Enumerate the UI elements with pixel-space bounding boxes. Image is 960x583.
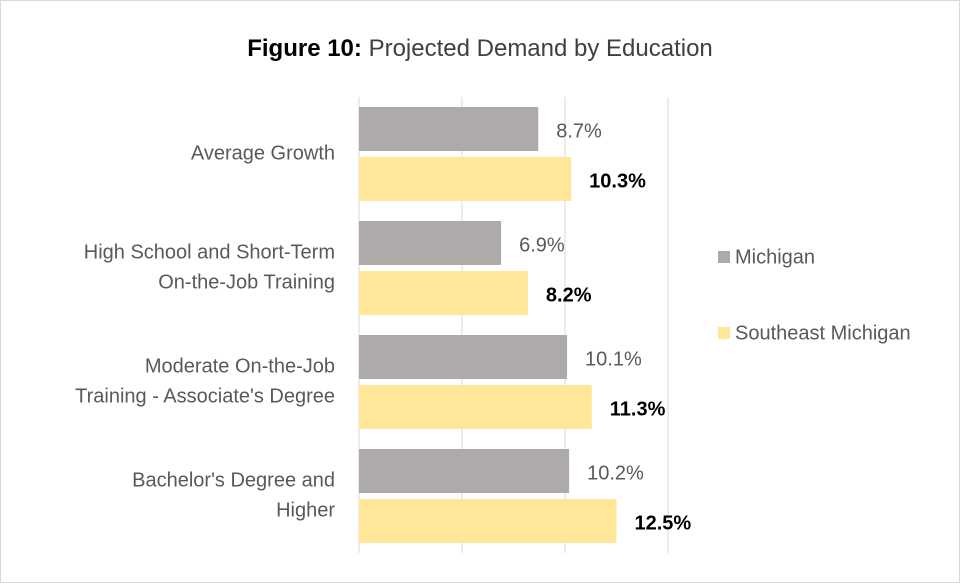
legend-label: Southeast Michigan <box>735 322 911 344</box>
y-tick-label: Higher <box>276 499 335 521</box>
data-label: 8.2% <box>546 284 592 306</box>
bar <box>359 449 570 493</box>
data-label: 11.3% <box>610 398 666 420</box>
figure-label: Figure 10: <box>247 35 362 62</box>
bar <box>359 107 539 151</box>
legend-swatch <box>718 251 730 263</box>
bar <box>359 157 572 201</box>
title-text: Projected Demand by Education <box>369 35 713 62</box>
data-label: 10.2% <box>587 462 644 484</box>
data-label: 12.5% <box>635 512 692 534</box>
data-label: 10.1% <box>585 348 642 370</box>
legend-label: Michigan <box>735 246 815 268</box>
y-tick-label: Moderate On-the-Job <box>145 355 335 377</box>
y-tick-label: On-the-Job Training <box>158 271 335 293</box>
y-tick-label: Average Growth <box>191 142 335 164</box>
chart-title: Figure 10: Projected Demand by Education <box>247 35 713 62</box>
y-tick-label: Bachelor's Degree and <box>132 469 335 491</box>
bar <box>359 335 568 379</box>
data-label: 10.3% <box>589 170 646 192</box>
y-tick-label: High School and Short-Term <box>84 241 335 263</box>
bar <box>359 271 528 315</box>
y-tick-label: Training - Associate's Degree <box>75 385 335 407</box>
bar <box>359 221 502 265</box>
data-label: 6.9% <box>519 234 565 256</box>
data-label: 8.7% <box>556 120 602 142</box>
bar <box>359 499 617 543</box>
bar <box>359 385 592 429</box>
legend-swatch <box>718 327 730 339</box>
